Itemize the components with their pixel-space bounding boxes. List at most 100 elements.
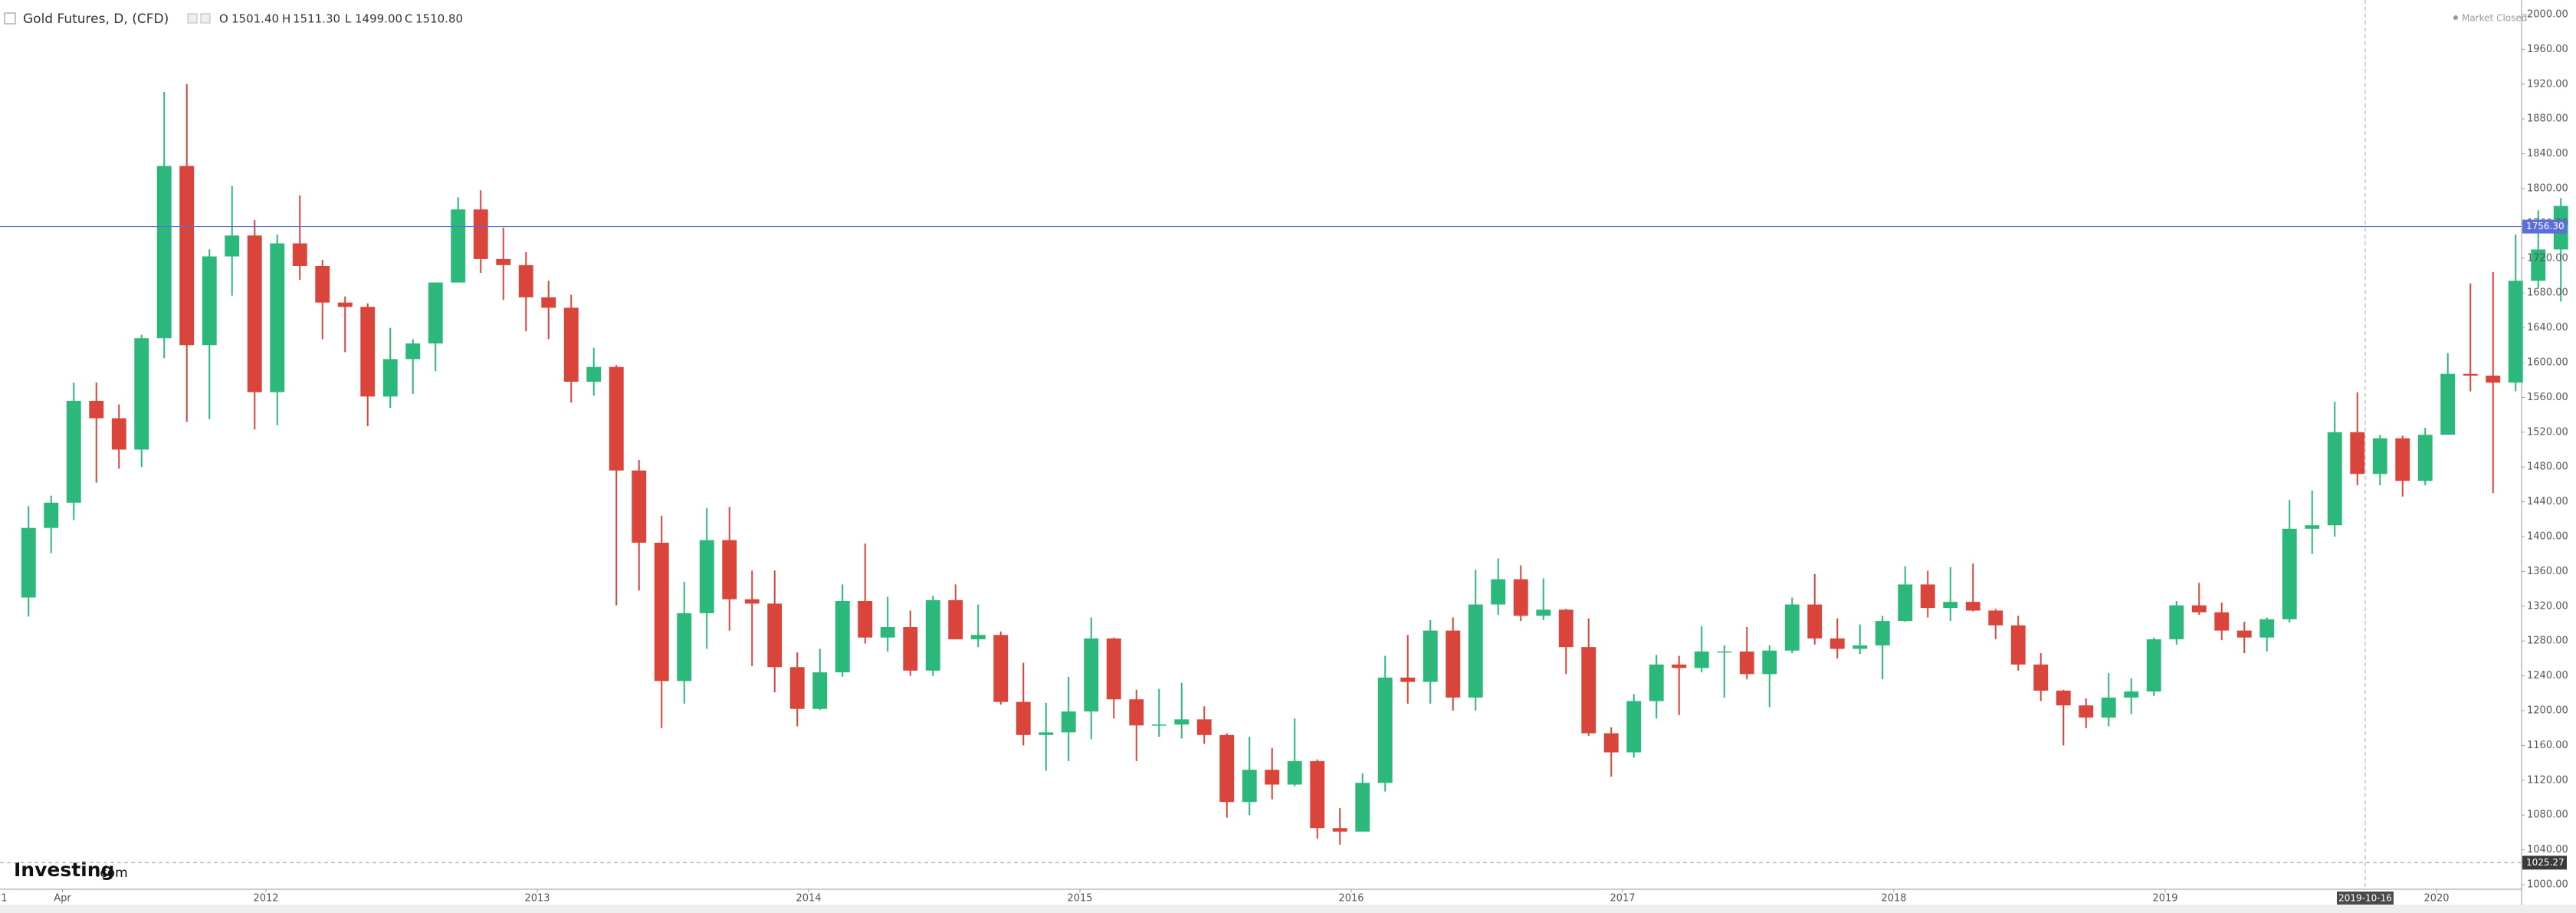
- candle-body: [1219, 734, 1235, 803]
- legend-button[interactable]: [200, 13, 211, 24]
- candle-body: [1943, 602, 1958, 609]
- candle-body: [337, 302, 353, 307]
- candle-body: [903, 627, 918, 671]
- x-tick-label: 2013: [524, 893, 550, 905]
- candle-body: [970, 635, 986, 639]
- candle-body: [2101, 697, 2116, 718]
- candle-body: [1106, 638, 1121, 700]
- candle-body: [1242, 770, 1257, 803]
- candle-body: [1377, 677, 1393, 783]
- symbol-title: Gold Futures, D, (CFD): [23, 11, 169, 27]
- candle-body: [382, 359, 398, 397]
- y-tick-label: 1240.00: [2527, 670, 2568, 681]
- y-tick-label: 1960.00: [2527, 44, 2568, 55]
- candle-body: [292, 243, 307, 266]
- y-tick-label: 1360.00: [2527, 566, 2568, 577]
- candle-body: [1807, 604, 1823, 639]
- candle-body: [993, 635, 1009, 702]
- candle-body: [2508, 281, 2523, 383]
- x-tick-label: 2015: [1067, 893, 1092, 905]
- candle-body: [2214, 612, 2230, 631]
- candle-body: [925, 599, 940, 671]
- candle-body: [1852, 645, 1868, 649]
- candle-body: [1287, 760, 1302, 785]
- y-tick-label: 1080.00: [2527, 810, 2568, 821]
- y-tick-label: 1120.00: [2527, 774, 2568, 786]
- candle-body: [1129, 699, 1144, 726]
- bottom-strip: [0, 905, 2576, 913]
- candle-body: [2327, 432, 2342, 526]
- last-price-label: 1756.30: [2526, 221, 2565, 232]
- candle-body: [1151, 724, 1167, 726]
- ohlc-value: 1499.00: [355, 12, 402, 26]
- crosshair-date-tag: [2337, 892, 2394, 905]
- status-dot: [2453, 15, 2458, 20]
- candle-body: [1536, 609, 1551, 616]
- y-tick-label: 1200.00: [2527, 705, 2568, 717]
- candle-body: [541, 297, 556, 308]
- candle-body: [1039, 732, 1054, 735]
- candle-body: [1762, 650, 1777, 675]
- ohlc-value: 1510.80: [415, 12, 463, 26]
- y-tick-label: 1320.00: [2527, 600, 2568, 612]
- candle-body: [858, 600, 873, 638]
- candle-body: [654, 542, 669, 681]
- candle-body: [1491, 579, 1506, 605]
- candle-body: [699, 540, 714, 613]
- crosshair-date: 2019-10-16: [2338, 893, 2392, 904]
- x-tick-label: Apr: [54, 893, 71, 905]
- legend-button[interactable]: [187, 13, 198, 24]
- candle-body: [2259, 619, 2275, 638]
- collapse-icon[interactable]: [4, 12, 16, 25]
- candle-body: [1626, 701, 1642, 753]
- x-tick-label: 2017: [1610, 893, 1635, 905]
- candle-body: [1965, 602, 1980, 611]
- x-tick-label: 2020: [2423, 893, 2449, 905]
- candle-body: [609, 366, 624, 471]
- candle-body: [1581, 647, 1596, 734]
- y-tick-label: 1840.00: [2527, 148, 2568, 159]
- candle-body: [1265, 770, 1280, 785]
- candle-body: [1898, 584, 1913, 622]
- ohlc-label: L: [345, 12, 352, 26]
- candle-body: [2282, 528, 2297, 619]
- x-tick-label: 2016: [1338, 893, 1363, 905]
- candle-body: [2033, 664, 2049, 691]
- ohlc-label: H: [282, 12, 290, 26]
- candle-body: [2531, 249, 2546, 281]
- candle-body: [2440, 373, 2456, 435]
- candle-body: [270, 243, 285, 392]
- candle-body: [2079, 705, 2094, 718]
- candle-body: [1739, 651, 1754, 675]
- y-tick-label: 1520.00: [2527, 426, 2568, 438]
- x-tick-label: 2019: [2152, 893, 2177, 905]
- candle-body: [2395, 438, 2410, 481]
- candle-body: [1672, 664, 1687, 668]
- y-tick-label: 1000.00: [2527, 879, 2568, 891]
- plot-area: [21, 84, 2568, 845]
- candle-body: [202, 256, 217, 346]
- candle-body: [1468, 604, 1483, 698]
- y-tick-label: 1680.00: [2527, 287, 2568, 299]
- candle-body: [66, 400, 81, 503]
- candle-body: [1513, 579, 1528, 616]
- candle-body: [1694, 651, 1709, 668]
- candle-body: [2010, 625, 2026, 665]
- y-tick-label: 1480.00: [2527, 461, 2568, 473]
- candle-body: [1920, 584, 1935, 609]
- candle-body: [156, 166, 172, 339]
- candle-body: [428, 282, 443, 344]
- candle-body: [1603, 733, 1619, 753]
- candle-body: [1174, 719, 1190, 725]
- candle-body: [2169, 605, 2184, 639]
- y-tick-label: 1880.00: [2527, 113, 2568, 125]
- y-tick-label: 1560.00: [2527, 392, 2568, 403]
- y-tick-label: 1400.00: [2527, 530, 2568, 542]
- candle-body: [360, 307, 376, 397]
- candle-body: [1400, 677, 1416, 682]
- low-line-label: 1025.27: [2526, 857, 2565, 868]
